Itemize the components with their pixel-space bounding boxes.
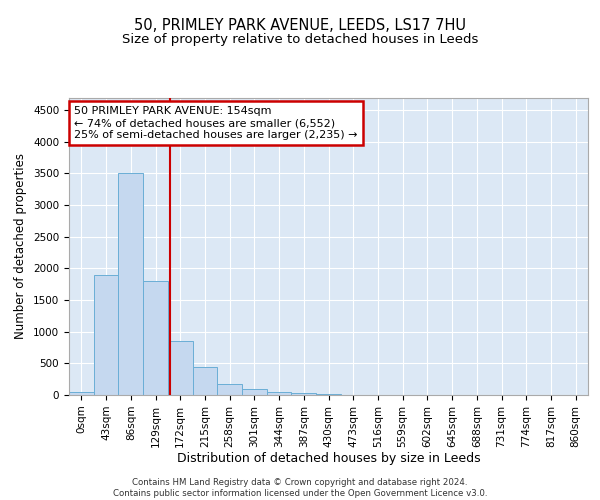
Text: Size of property relative to detached houses in Leeds: Size of property relative to detached ho… <box>122 32 478 46</box>
Bar <box>242 390 267 395</box>
Bar <box>316 394 341 395</box>
Y-axis label: Number of detached properties: Number of detached properties <box>14 153 28 340</box>
Bar <box>69 392 94 395</box>
Bar <box>94 274 118 395</box>
X-axis label: Distribution of detached houses by size in Leeds: Distribution of detached houses by size … <box>176 452 481 466</box>
Text: 50 PRIMLEY PARK AVENUE: 154sqm
← 74% of detached houses are smaller (6,552)
25% : 50 PRIMLEY PARK AVENUE: 154sqm ← 74% of … <box>74 106 358 140</box>
Bar <box>217 384 242 395</box>
Bar <box>143 281 168 395</box>
Bar <box>292 394 316 395</box>
Bar <box>193 366 217 395</box>
Text: 50, PRIMLEY PARK AVENUE, LEEDS, LS17 7HU: 50, PRIMLEY PARK AVENUE, LEEDS, LS17 7HU <box>134 18 466 32</box>
Bar <box>118 174 143 395</box>
Bar <box>168 341 193 395</box>
Bar <box>267 392 292 395</box>
Text: Contains HM Land Registry data © Crown copyright and database right 2024.
Contai: Contains HM Land Registry data © Crown c… <box>113 478 487 498</box>
